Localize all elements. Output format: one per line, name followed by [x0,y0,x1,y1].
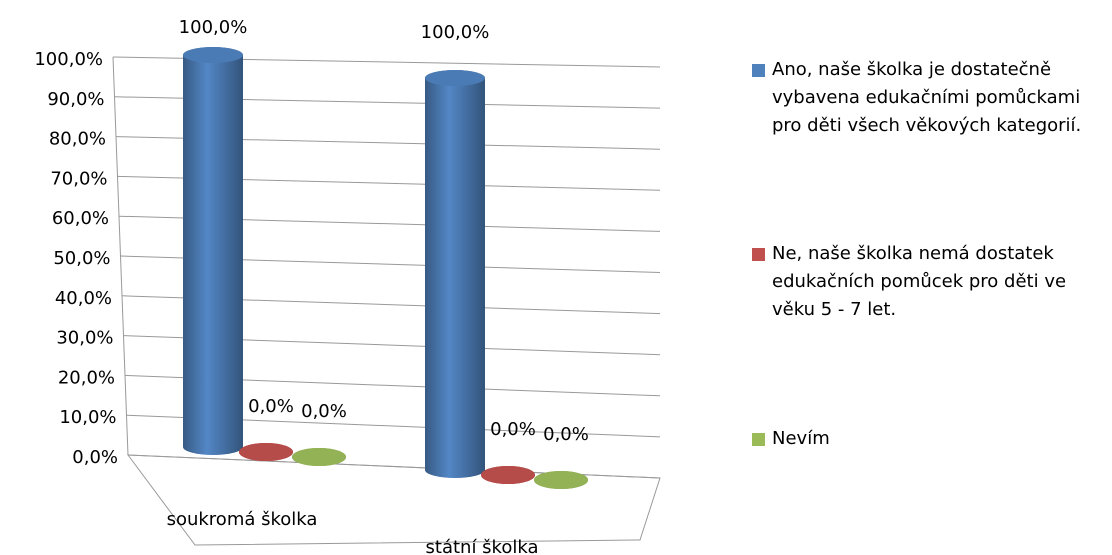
y-tick-label: 30,0% [56,328,113,349]
y-tick-label: 10,0% [59,407,116,428]
bar-top [292,448,346,466]
value-label: 0,0% [301,401,347,422]
value-label: 100,0% [179,17,248,38]
legend-entry: Nevím [752,425,1102,453]
bar-top [239,443,293,461]
y-tick-label: 40,0% [55,288,112,309]
bar-top [425,70,485,86]
bar-top [534,471,588,489]
x-tick-label: soukromá školka [167,509,318,530]
value-label: 0,0% [248,396,294,417]
legend-swatch [752,248,765,261]
y-tick-label: 20,0% [58,367,115,388]
legend-swatch [752,64,765,77]
bar [425,70,485,478]
legend-entry: Ne, naše školka nemá dostatek edukačních… [752,240,1102,324]
value-label: 100,0% [421,22,490,43]
floor [126,454,661,546]
x-tick-label: státní školka [426,537,539,555]
y-tick-label: 90,0% [47,89,104,110]
value-label: 0,0% [490,419,536,440]
value-label: 0,0% [543,424,589,445]
legend-entry: Ano, naše školka je dostatečně vybavena … [752,56,1102,140]
y-tick-label: 70,0% [50,168,107,189]
y-tick-label: 80,0% [49,129,106,150]
bar-top [183,47,243,63]
legend-label: Ne, naše školka nemá dostatek edukačních… [772,243,1067,320]
legend-swatch [752,433,765,446]
bar [183,47,243,455]
legend-label: Ano, naše školka je dostatečně vybavena … [772,59,1082,136]
y-tick-label: 0,0% [72,447,118,468]
legend-label: Nevím [772,428,830,449]
y-tick-label: 100,0% [34,49,103,70]
y-tick-label: 50,0% [53,248,110,269]
bar-top [481,466,535,484]
y-tick-label: 60,0% [52,208,109,229]
